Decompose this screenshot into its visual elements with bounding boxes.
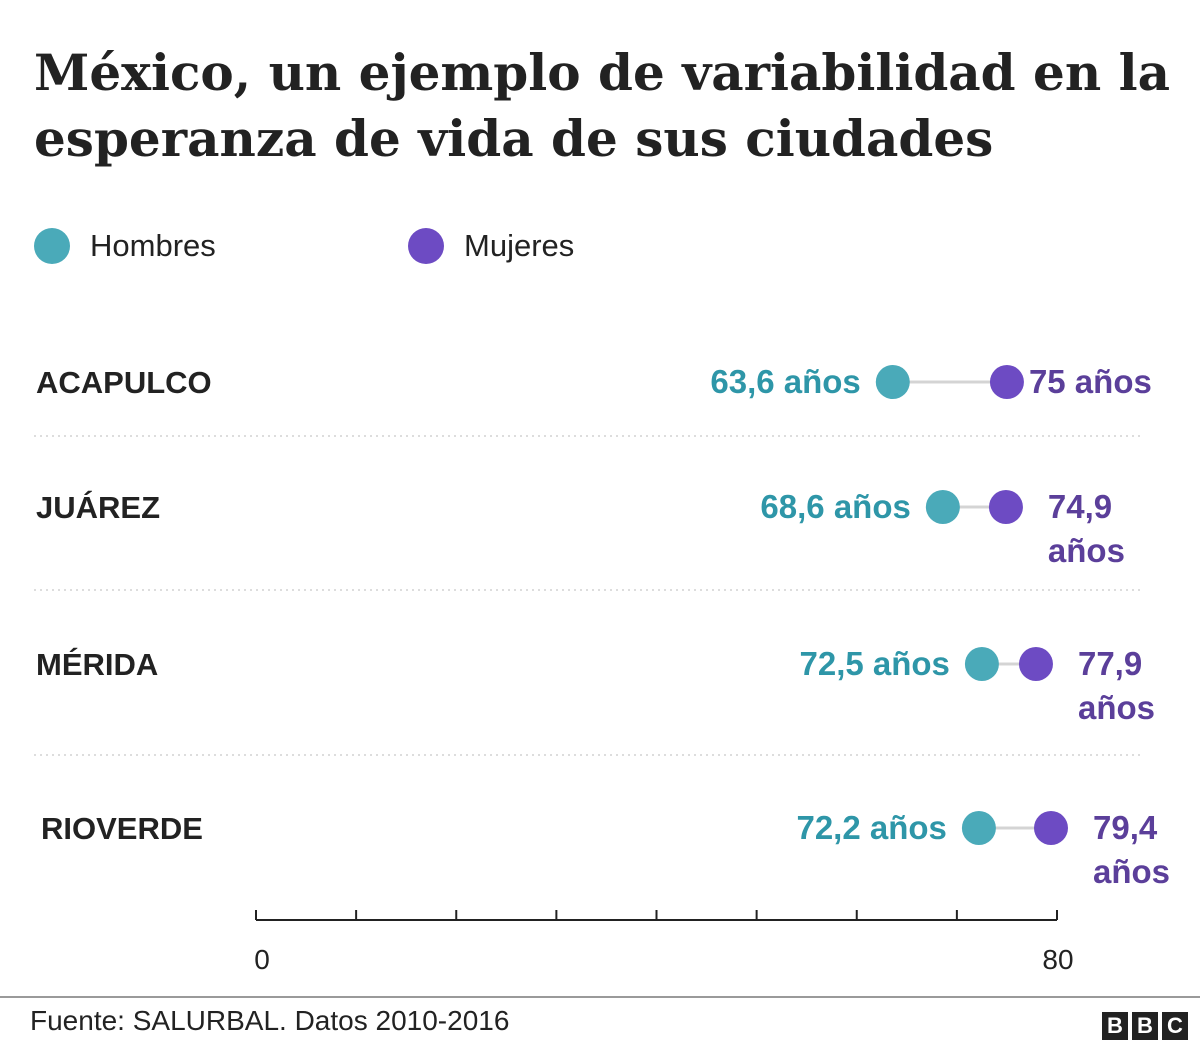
bbc-logo-c: C xyxy=(1162,1012,1188,1040)
legend-swatch-hombres xyxy=(34,228,70,264)
category-label-acapulco: ACAPULCO xyxy=(36,365,212,400)
legend-label-hombres: Hombres xyxy=(90,228,216,263)
value-label-mujeres-acapulco: 75 años xyxy=(1029,363,1152,400)
category-label-rioverde: RIOVERDE xyxy=(41,811,203,846)
value-label-hombres-merida: 72,5 años xyxy=(799,645,949,682)
dot-mujeres-juarez xyxy=(988,490,1023,524)
dot-plot: ACAPULCO 63,6 años 75 años JUÁREZ 68,6 años 7… xyxy=(34,363,1170,975)
value-label-hombres-juarez: 68,6 años xyxy=(760,488,910,525)
value-label-mujeres-rioverde: 79,4 años xyxy=(1093,809,1170,890)
value-label-mujeres-merida: 77,9 años xyxy=(1078,645,1155,726)
x-tick-label-80: 80 xyxy=(1042,944,1073,975)
category-label-juarez: JUÁREZ xyxy=(36,490,160,525)
bbc-logo-b1: B xyxy=(1102,1012,1128,1040)
dot-hombres-juarez xyxy=(925,490,960,524)
dot-hombres-rioverde xyxy=(961,811,996,845)
source-note: Fuente: SALURBAL. Datos 2010-2016 xyxy=(30,1005,510,1036)
dot-mujeres-merida xyxy=(1018,647,1053,681)
value-label-hombres-rioverde: 72,2 años xyxy=(796,809,946,846)
value-label-mujeres-juarez: 74,9 años xyxy=(1048,488,1125,569)
legend-item-mujeres: Mujeres xyxy=(408,228,574,264)
x-tick-label-0: 0 xyxy=(254,944,270,975)
category-label-merida: MÉRIDA xyxy=(36,647,158,682)
legend-item-hombres: Hombres xyxy=(34,228,216,264)
chart-title: México, un ejemplo de variabilidad en la… xyxy=(34,43,1171,168)
dot-hombres-acapulco xyxy=(875,365,910,399)
dot-mujeres-acapulco xyxy=(989,365,1024,399)
dot-mujeres-rioverde xyxy=(1033,811,1068,845)
dot-hombres-merida xyxy=(964,647,999,681)
footer-divider xyxy=(0,996,1200,998)
bbc-logo-b2: B xyxy=(1132,1012,1158,1040)
legend-label-mujeres: Mujeres xyxy=(464,228,575,263)
value-label-hombres-acapulco: 63,6 años xyxy=(710,363,860,400)
legend-swatch-mujeres xyxy=(408,228,444,264)
bbc-logo: B B C xyxy=(1102,1012,1188,1040)
